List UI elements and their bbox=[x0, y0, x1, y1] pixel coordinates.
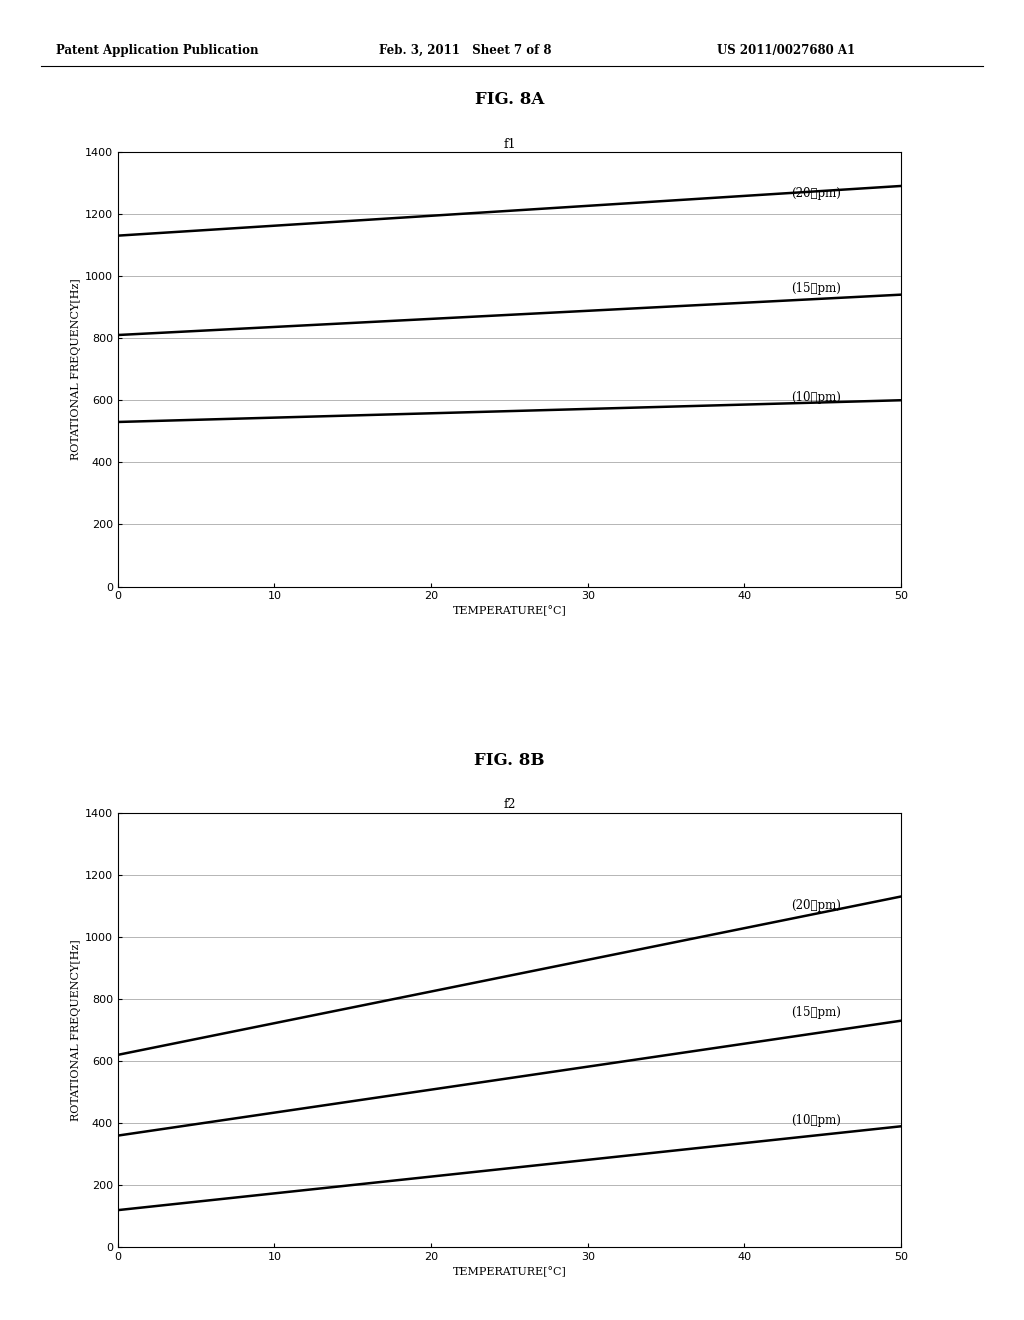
Text: (20ℓpm): (20ℓpm) bbox=[792, 187, 842, 201]
Text: (10ℓpm): (10ℓpm) bbox=[792, 1114, 842, 1126]
Text: (10ℓpm): (10ℓpm) bbox=[792, 391, 842, 404]
Text: (15ℓpm): (15ℓpm) bbox=[792, 282, 842, 294]
X-axis label: TEMPERATURE[°C]: TEMPERATURE[°C] bbox=[453, 1266, 566, 1276]
Text: (20ℓpm): (20ℓpm) bbox=[792, 899, 842, 912]
Text: US 2011/0027680 A1: US 2011/0027680 A1 bbox=[717, 44, 855, 57]
Text: Feb. 3, 2011   Sheet 7 of 8: Feb. 3, 2011 Sheet 7 of 8 bbox=[379, 44, 551, 57]
X-axis label: TEMPERATURE[°C]: TEMPERATURE[°C] bbox=[453, 606, 566, 616]
Title: f2: f2 bbox=[503, 799, 516, 812]
Text: (15ℓpm): (15ℓpm) bbox=[792, 1006, 842, 1019]
Y-axis label: ROTATIONAL FREQUENCY[Hz]: ROTATIONAL FREQUENCY[Hz] bbox=[71, 939, 81, 1121]
Y-axis label: ROTATIONAL FREQUENCY[Hz]: ROTATIONAL FREQUENCY[Hz] bbox=[71, 279, 81, 461]
Text: FIG. 8B: FIG. 8B bbox=[474, 752, 545, 770]
Text: Patent Application Publication: Patent Application Publication bbox=[56, 44, 259, 57]
Text: FIG. 8A: FIG. 8A bbox=[475, 91, 544, 108]
Title: f1: f1 bbox=[503, 137, 516, 150]
